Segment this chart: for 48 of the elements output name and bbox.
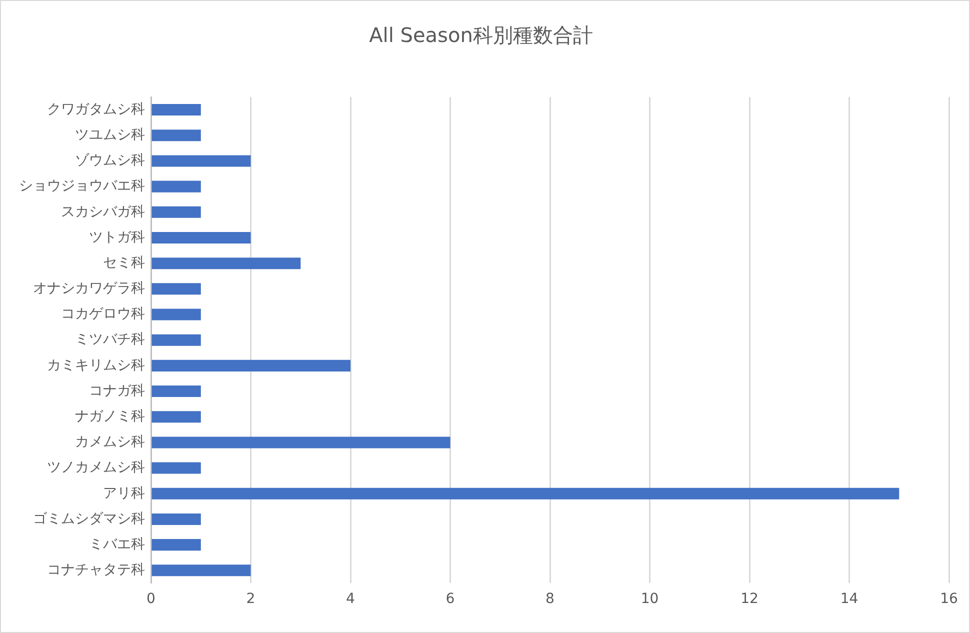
y-tick-label: ミバエ科 bbox=[89, 536, 145, 552]
bar bbox=[152, 180, 201, 192]
y-tick-label: スカシバガ科 bbox=[61, 204, 145, 220]
x-tick-label: 2 bbox=[246, 591, 256, 608]
x-tick-label: 14 bbox=[840, 591, 858, 608]
bar bbox=[152, 232, 251, 244]
y-tick-label: アリ科 bbox=[103, 485, 145, 502]
bar bbox=[152, 155, 251, 167]
y-tick-label: コカゲロウ科 bbox=[61, 306, 145, 322]
y-tick-label: カミキリムシ科 bbox=[47, 357, 145, 374]
y-tick-label: セミ科 bbox=[103, 254, 145, 271]
bar bbox=[152, 308, 201, 320]
y-tick-label: コナガ科 bbox=[89, 382, 145, 399]
y-tick-label: ツユムシ科 bbox=[75, 127, 145, 144]
y-tick-label: ツノカメムシ科 bbox=[47, 460, 145, 476]
bar bbox=[152, 386, 201, 398]
x-tick-label: 12 bbox=[740, 591, 758, 608]
bar bbox=[152, 539, 201, 551]
y-tick-label: ツトガ科 bbox=[89, 229, 145, 246]
bar bbox=[152, 360, 350, 372]
bar bbox=[152, 411, 201, 423]
bar bbox=[152, 462, 201, 474]
y-tick-label: カメムシ科 bbox=[75, 434, 145, 450]
bar bbox=[152, 488, 900, 500]
y-tick-label: ミツバチ科 bbox=[75, 332, 145, 348]
y-tick-label: ショウジョウバエ科 bbox=[19, 178, 145, 194]
bar bbox=[152, 436, 450, 448]
x-tick-label: 16 bbox=[940, 591, 958, 608]
bar bbox=[152, 104, 201, 116]
bar bbox=[152, 283, 201, 295]
chart-title: All Season科別種数合計 bbox=[369, 23, 593, 48]
x-tick-label: 6 bbox=[446, 591, 455, 608]
bar bbox=[152, 130, 201, 142]
y-tick-label: コナチャタテ科 bbox=[47, 562, 145, 578]
y-tick-label: ナガノミ科 bbox=[75, 408, 145, 425]
bar bbox=[152, 564, 251, 576]
x-tick-label: 8 bbox=[546, 591, 554, 608]
bar bbox=[152, 258, 301, 270]
x-tick-label: 10 bbox=[640, 591, 659, 608]
bar bbox=[152, 513, 201, 525]
x-tick-label: 0 bbox=[146, 591, 156, 608]
y-tick-label: ゾウムシ科 bbox=[75, 152, 145, 169]
bar bbox=[152, 334, 201, 346]
y-tick-label: ゴミムシダマシ科 bbox=[33, 510, 145, 527]
bar bbox=[152, 206, 201, 218]
x-tick-label: 4 bbox=[346, 591, 356, 608]
y-tick-label: クワガタムシ科 bbox=[47, 101, 145, 118]
y-tick-label: オナシカワゲラ科 bbox=[33, 280, 145, 297]
